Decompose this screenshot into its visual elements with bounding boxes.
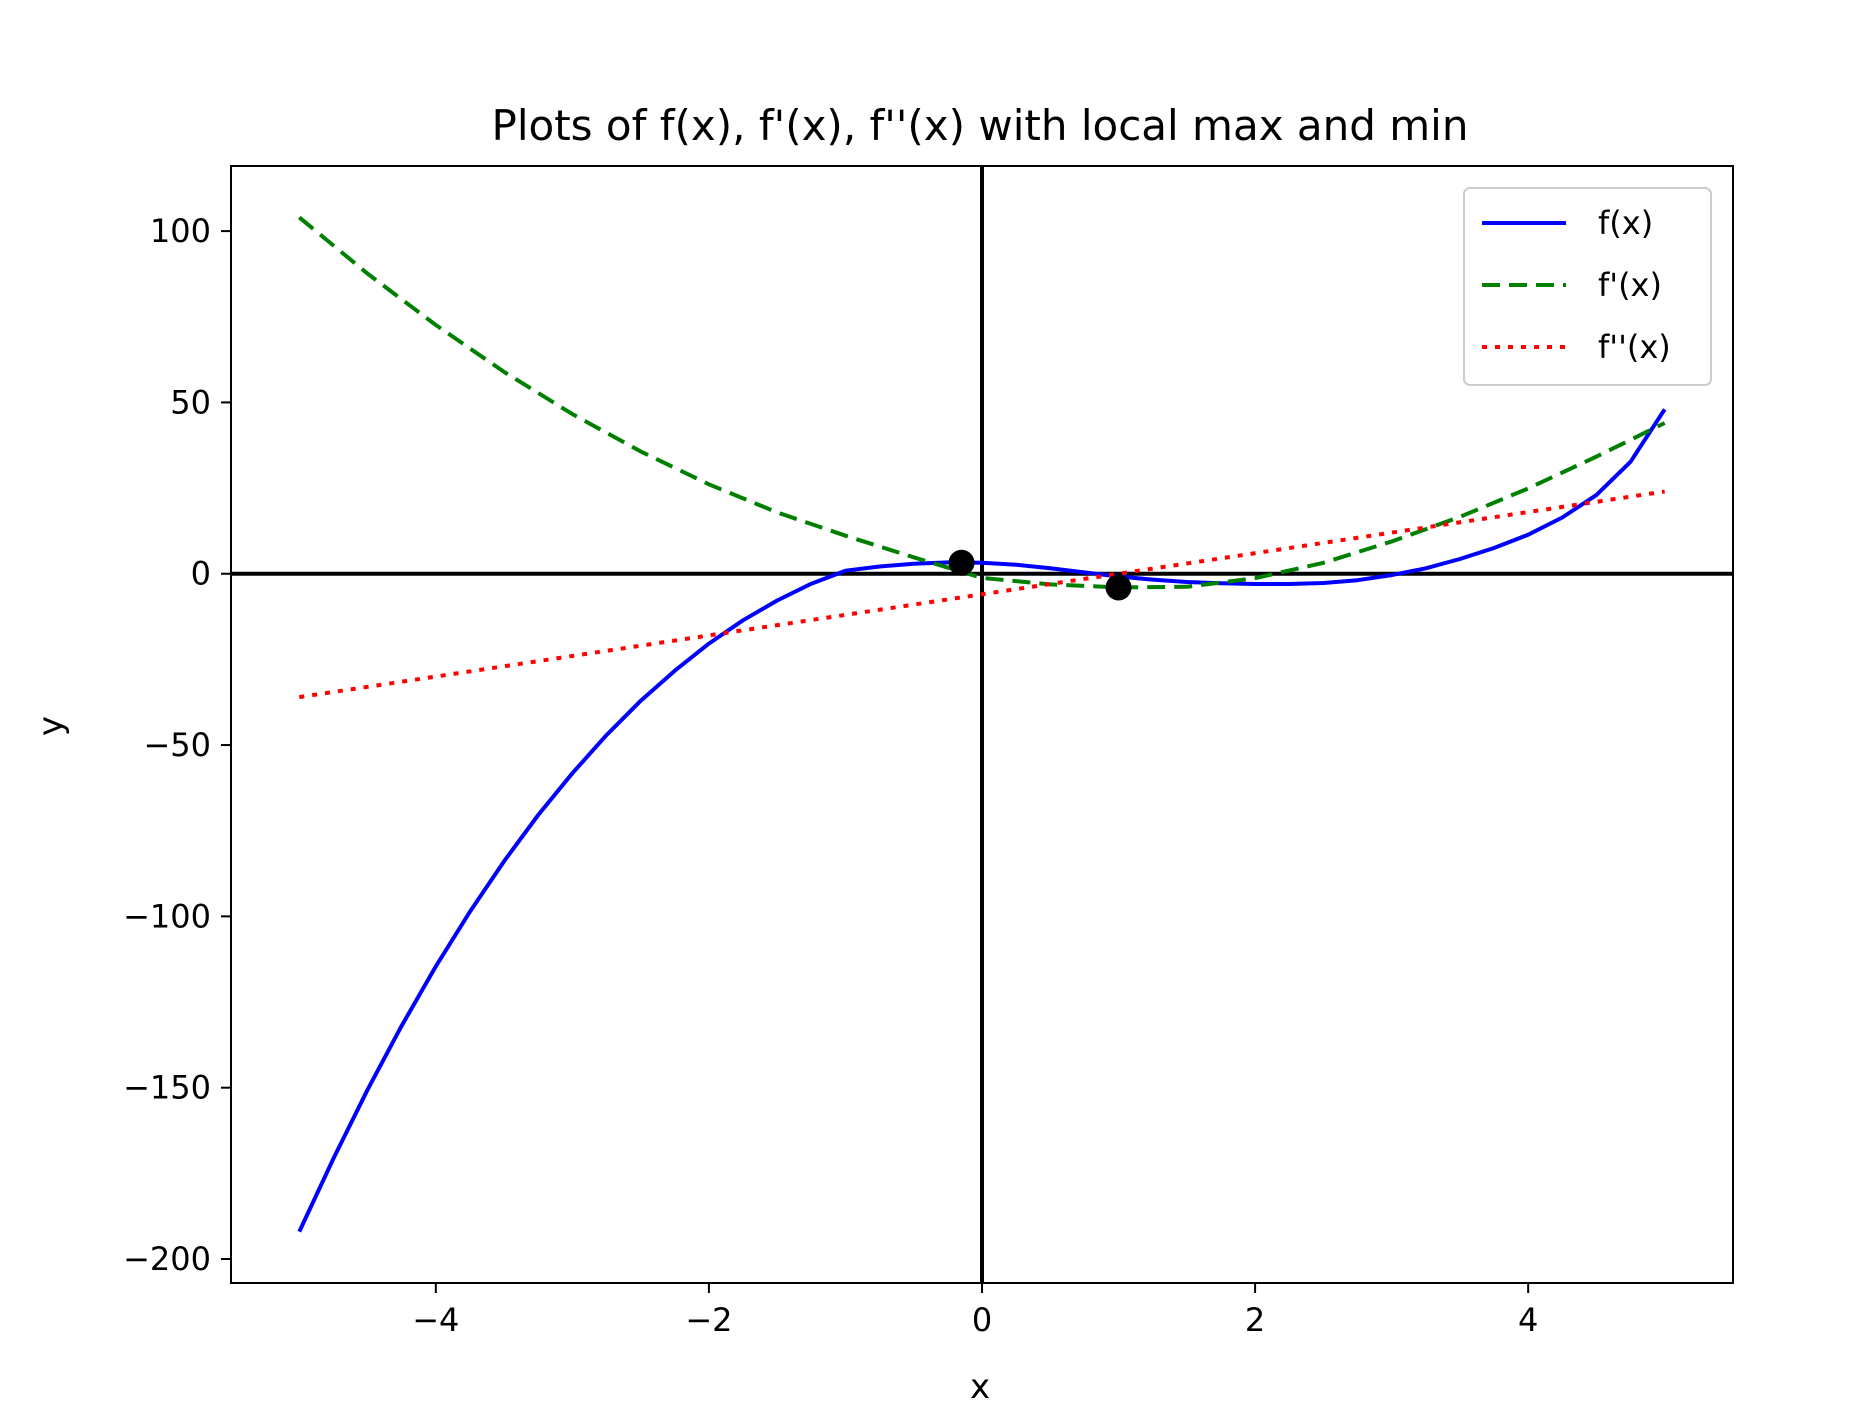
local-max-point [948, 549, 975, 576]
series-line-2 [298, 215, 1666, 590]
y-tick-label: −150 [123, 1069, 211, 1107]
legend-label-1: f(x) [1598, 204, 1653, 242]
y-tick-label: 100 [150, 212, 211, 250]
plot-area: −4 −2 0 2 4 100 50 0 −50 −100 −150 −200 [123, 165, 1734, 1339]
x-tick-label: 4 [1518, 1301, 1538, 1339]
chart-title: Plots of f(x), f'(x), f''(x) with local … [492, 101, 1469, 150]
series-line-3 [299, 489, 1665, 700]
legend-label-2: f'(x) [1598, 266, 1662, 304]
x-tick-label: 2 [1245, 1301, 1265, 1339]
x-axis-label: x [970, 1367, 990, 1407]
y-tick-label: −200 [123, 1240, 211, 1278]
plot-content [231, 166, 1733, 1283]
y-axis-label: y [31, 716, 71, 736]
y-tick-label: 0 [191, 555, 211, 593]
x-tick-label: −2 [685, 1301, 732, 1339]
series-line-1 [297, 408, 1667, 1233]
x-tick-label: 0 [972, 1301, 992, 1339]
x-tick-label: −4 [412, 1301, 459, 1339]
legend-box [1463, 187, 1712, 386]
legend: f(x) f'(x) f''(x) [1463, 187, 1712, 386]
local-min-point [1105, 574, 1132, 601]
y-tick-label: −100 [123, 897, 211, 935]
y-tick-label: −50 [143, 726, 211, 764]
y-tick-label: 50 [170, 383, 211, 421]
legend-label-3: f''(x) [1598, 328, 1671, 366]
